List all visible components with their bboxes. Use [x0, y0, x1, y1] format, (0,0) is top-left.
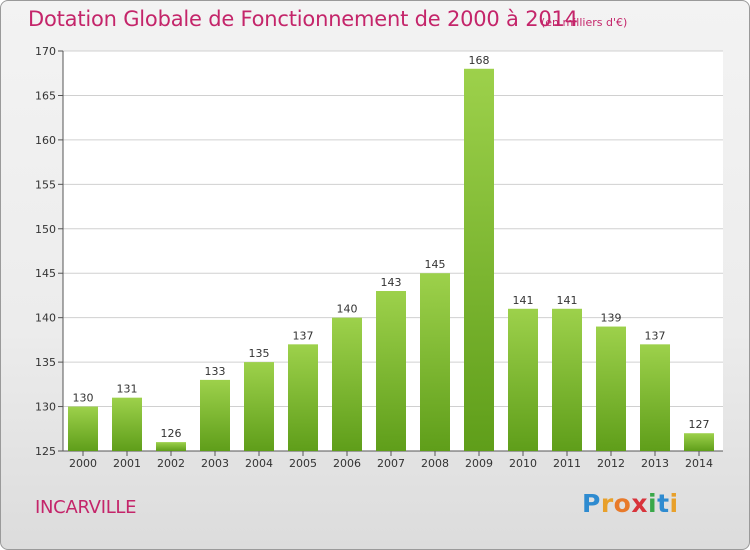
bar-2013 [640, 344, 670, 451]
y-tick-label: 155 [35, 178, 56, 191]
value-label: 137 [645, 329, 666, 342]
logo-letter: o [613, 489, 632, 518]
bar-2011 [552, 308, 582, 451]
x-tick-label: 2011 [553, 457, 581, 470]
y-tick-label: 165 [35, 89, 56, 102]
value-label: 168 [469, 54, 490, 67]
value-label: 141 [557, 294, 578, 307]
value-label: 127 [689, 418, 710, 431]
value-label: 126 [161, 427, 182, 440]
bar-2012 [596, 326, 626, 451]
logo-letter: t [657, 489, 670, 518]
x-tick-label: 2010 [509, 457, 537, 470]
bar-2010 [508, 308, 538, 451]
bar-2014 [684, 433, 714, 451]
x-tick-label: 2007 [377, 457, 405, 470]
bar-2009 [464, 68, 494, 452]
x-tick-label: 2003 [201, 457, 229, 470]
chart-unit: (en milliers d'€) [541, 16, 628, 29]
x-tick-label: 2000 [69, 457, 97, 470]
logo-letter: i [648, 489, 658, 518]
bar-2006 [332, 317, 362, 451]
logo-letter: r [600, 489, 614, 518]
chart-title: Dotation Globale de Fonctionnement de 20… [28, 7, 578, 31]
value-label: 145 [425, 258, 446, 271]
y-tick-label: 140 [35, 312, 56, 325]
value-label: 140 [337, 303, 358, 316]
bar-2005 [288, 344, 318, 451]
value-label: 139 [601, 312, 622, 325]
logo-letter: x [631, 489, 648, 518]
x-tick-label: 2009 [465, 457, 493, 470]
logo-letter: P [582, 489, 601, 518]
x-tick-label: 2002 [157, 457, 185, 470]
y-tick-label: 135 [35, 356, 56, 369]
bar-2004 [244, 362, 274, 451]
y-tick-label: 130 [35, 401, 56, 414]
x-tick-label: 2012 [597, 457, 625, 470]
commune-name: INCARVILLE [35, 497, 137, 518]
y-tick-label: 160 [35, 134, 56, 147]
bar-2000 [68, 406, 98, 451]
value-label: 143 [381, 276, 402, 289]
bar-2007 [376, 291, 406, 451]
bar-2002 [156, 442, 186, 451]
x-tick-label: 2014 [685, 457, 713, 470]
value-label: 133 [205, 365, 226, 378]
y-tick-label: 150 [35, 223, 56, 236]
y-tick-label: 125 [35, 445, 56, 458]
y-tick-label: 145 [35, 267, 56, 280]
value-label: 137 [293, 329, 314, 342]
bar-2003 [200, 379, 230, 451]
value-label: 135 [249, 347, 270, 360]
value-label: 131 [117, 383, 138, 396]
logo-letter: i [669, 489, 679, 518]
value-label: 141 [513, 294, 534, 307]
x-tick-label: 2006 [333, 457, 361, 470]
x-tick-label: 2001 [113, 457, 141, 470]
bar-2001 [112, 397, 142, 451]
x-tick-label: 2005 [289, 457, 317, 470]
value-label: 130 [73, 392, 94, 405]
x-tick-label: 2004 [245, 457, 273, 470]
y-tick-label: 170 [35, 45, 56, 58]
x-tick-label: 2008 [421, 457, 449, 470]
bar-2008 [420, 273, 450, 451]
proxiti-logo[interactable]: Proxiti [582, 489, 679, 518]
x-tick-label: 2013 [641, 457, 669, 470]
